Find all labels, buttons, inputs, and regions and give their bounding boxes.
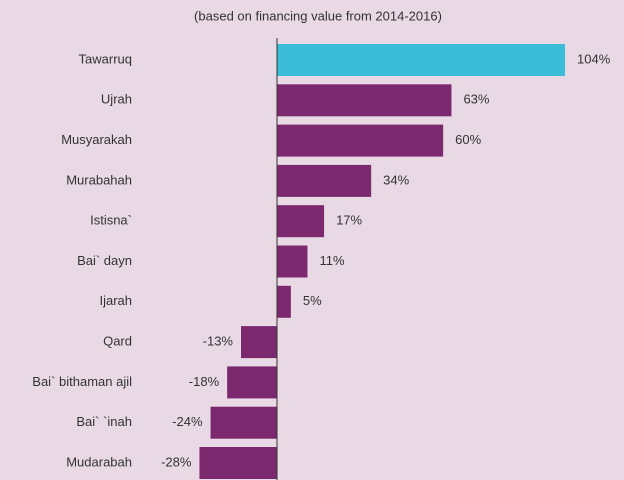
category-label: Bai` dayn [77, 253, 132, 268]
value-label: -28% [161, 454, 192, 469]
value-label: 63% [463, 92, 489, 107]
category-label: Ujrah [101, 92, 132, 107]
category-label: Istisna` [90, 213, 132, 228]
value-label: 60% [455, 132, 481, 147]
bar [227, 366, 277, 399]
value-label: 11% [319, 253, 344, 268]
value-label: 17% [336, 213, 362, 228]
category-label: Tawarruq [79, 51, 132, 66]
bar [199, 447, 277, 479]
bar [277, 205, 325, 238]
value-label: 34% [383, 172, 409, 187]
category-label: Qard [103, 334, 132, 349]
chart-subtitle: (based on financing value from 2014-2016… [194, 8, 442, 23]
bar [241, 326, 277, 359]
category-label: Musyarakah [61, 132, 132, 147]
value-label: 104% [577, 51, 611, 66]
bar [277, 245, 308, 278]
value-label: 5% [303, 293, 322, 308]
bar [277, 285, 291, 318]
category-label: Bai` bithaman ajil [32, 374, 132, 389]
bar [277, 44, 565, 76]
category-label: Mudarabah [66, 454, 132, 469]
value-label: -18% [189, 374, 220, 389]
bar [277, 84, 452, 117]
bar [210, 406, 277, 439]
bar [277, 124, 444, 157]
category-label: Murabahah [66, 172, 132, 187]
bar [277, 164, 372, 197]
category-label: Bai` `inah [76, 414, 132, 429]
value-label: -13% [203, 334, 234, 349]
value-label: -24% [172, 414, 203, 429]
category-label: Ijarah [99, 293, 132, 308]
